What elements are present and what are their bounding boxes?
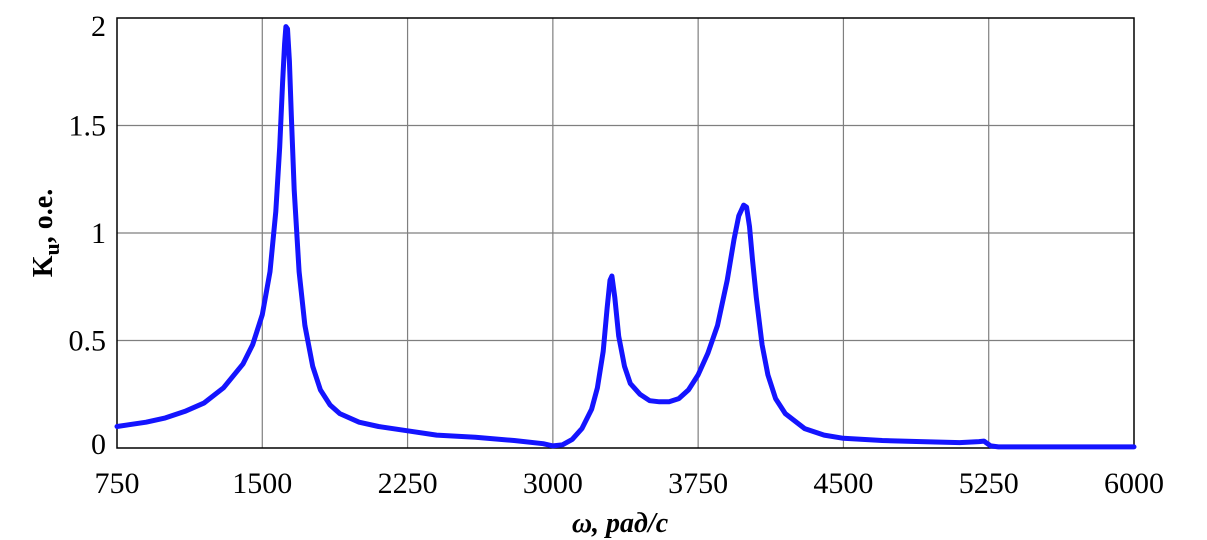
x-tick-label: 6000 <box>1104 467 1164 500</box>
plot-frame <box>116 17 1135 449</box>
x-tick-label: 3000 <box>523 467 583 500</box>
y-axis-label-sub: u <box>39 243 64 255</box>
curve-layer <box>114 24 1137 450</box>
x-tick-label: 1500 <box>232 467 292 500</box>
y-tick-labels: 0 0.5 1 1.5 2 <box>69 10 107 461</box>
y-axis-label: Ku, о.е. <box>28 189 64 277</box>
y-axis-label-suffix: , о.е. <box>28 189 59 243</box>
x-tick-labels: 750 1500 2250 3000 3750 4500 5250 6000 <box>95 467 1165 500</box>
y-axis-label-main: K <box>28 255 59 277</box>
y-tick-label: 0.5 <box>69 325 107 358</box>
x-axis-label: ω, рад/с <box>572 508 669 539</box>
x-tick-label: 5250 <box>959 467 1019 500</box>
x-tick-label: 2250 <box>378 467 438 500</box>
y-tick-label: 2 <box>91 10 106 43</box>
x-tick-label: 750 <box>95 467 140 500</box>
x-tick-label: 3750 <box>668 467 728 500</box>
x-tick-label: 4500 <box>813 467 873 500</box>
y-tick-label: 0 <box>91 428 106 461</box>
grid <box>117 18 1134 448</box>
y-tick-label: 1 <box>91 217 106 250</box>
y-tick-label: 1.5 <box>69 110 107 143</box>
series-line <box>114 24 1137 450</box>
